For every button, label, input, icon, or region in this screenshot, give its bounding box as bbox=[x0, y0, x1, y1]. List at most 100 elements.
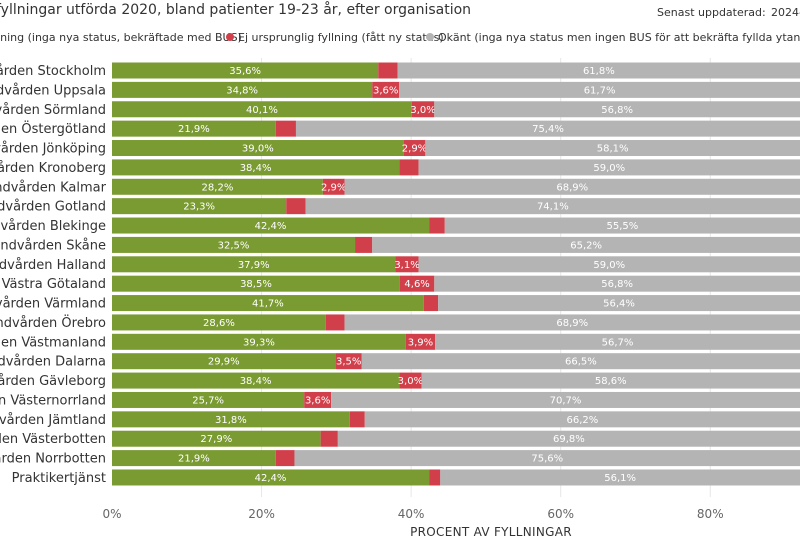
data-label: 31,8% bbox=[215, 415, 247, 426]
bar-segment-new-status bbox=[429, 217, 445, 234]
data-label: 59,0% bbox=[593, 260, 625, 271]
x-tick-label: 80% bbox=[697, 507, 724, 521]
bar-segment-new-status bbox=[322, 178, 345, 195]
bar-segment-confirmed bbox=[112, 198, 287, 215]
bar-segment-unknown bbox=[331, 391, 800, 408]
bar-segment-unknown bbox=[444, 217, 800, 234]
bar-segment-unknown bbox=[361, 353, 800, 370]
data-label: 65,2% bbox=[570, 240, 602, 251]
data-label: 58,6% bbox=[595, 376, 627, 387]
category-label: andvården Halland bbox=[0, 258, 106, 273]
bar-segment-unknown bbox=[421, 372, 800, 389]
bar-segment-new-status bbox=[355, 236, 373, 253]
bar-segment-confirmed bbox=[112, 295, 424, 312]
bar-segment-confirmed bbox=[112, 450, 276, 467]
data-label: 56,1% bbox=[604, 473, 636, 484]
category-label: ndvården Blekinge bbox=[0, 219, 106, 234]
data-label: 66,2% bbox=[566, 415, 598, 426]
data-label: 61,7% bbox=[584, 85, 616, 96]
bar-segment-new-status bbox=[399, 275, 435, 292]
legend-label-new-status: Ej ursprunglig fyllning (fått ny status) bbox=[238, 31, 444, 44]
legend-item-new-status[interactable]: Ej ursprunglig fyllning (fått ny status) bbox=[226, 31, 444, 44]
data-label: 74,1% bbox=[537, 202, 569, 213]
data-label: 3,5% bbox=[336, 357, 361, 368]
chart-legend: llning (inga nya status, bekräftade med … bbox=[0, 31, 800, 47]
data-label: 56,8% bbox=[601, 279, 633, 290]
data-label: 3,1% bbox=[394, 260, 419, 271]
bar-segment-unknown bbox=[295, 120, 800, 137]
bar-segment-confirmed bbox=[112, 372, 400, 389]
bar-segment-unknown bbox=[305, 198, 800, 215]
category-label: andvården Dalarna bbox=[0, 355, 106, 370]
legend-swatch-unknown bbox=[426, 33, 434, 41]
bar-segment-unknown bbox=[337, 430, 800, 447]
bar-segment-confirmed bbox=[112, 256, 396, 273]
bar-segment-unknown bbox=[418, 256, 800, 273]
category-label: vården Norrbotten bbox=[0, 452, 106, 467]
bar-segment-new-status bbox=[403, 140, 426, 157]
x-axis-title: PROCENT AV FYLLNINGAR bbox=[410, 525, 572, 539]
bar-segment-new-status bbox=[320, 430, 338, 447]
data-label: 56,7% bbox=[602, 337, 634, 348]
data-label: 42,4% bbox=[255, 221, 287, 232]
bar-segment-new-status bbox=[335, 353, 362, 370]
category-label: andvården Kalmar bbox=[0, 180, 107, 195]
x-tick-label: 40% bbox=[398, 507, 425, 521]
legend-item-confirmed[interactable]: llning (inga nya status, bekräftade med … bbox=[0, 31, 242, 44]
category-label: ndvården Jönköping bbox=[0, 142, 106, 157]
data-label: 59,0% bbox=[593, 163, 625, 174]
data-label: 28,6% bbox=[203, 318, 235, 329]
data-label: 38,4% bbox=[240, 376, 272, 387]
x-tick-label: 60% bbox=[547, 507, 574, 521]
data-label: 68,9% bbox=[556, 182, 588, 193]
data-label: 23,3% bbox=[183, 202, 215, 213]
data-label: 42,4% bbox=[255, 473, 287, 484]
category-label: rden Västerbotten bbox=[0, 432, 106, 447]
bar-segment-unknown bbox=[435, 333, 800, 350]
bar-segment-confirmed bbox=[112, 159, 400, 176]
bar-segment-confirmed bbox=[112, 178, 323, 195]
data-label: 35,6% bbox=[229, 66, 261, 77]
category-label: andvården Örebro bbox=[0, 314, 106, 331]
bar-segment-confirmed bbox=[112, 469, 430, 486]
x-tick-label: 20% bbox=[248, 507, 275, 521]
bar-segment-new-status bbox=[378, 62, 398, 79]
data-label: 2,9% bbox=[321, 182, 346, 193]
data-label: 55,5% bbox=[607, 221, 639, 232]
bar-segment-unknown bbox=[438, 295, 800, 312]
category-label: andvården Jämtland bbox=[0, 413, 106, 428]
data-label: 25,7% bbox=[192, 395, 224, 406]
bar-segment-new-status bbox=[349, 411, 365, 428]
data-label: 61,8% bbox=[583, 66, 615, 77]
category-label: rden Östergötland bbox=[0, 120, 106, 137]
bar-segment-new-status bbox=[372, 81, 400, 98]
bar-segment-new-status bbox=[304, 391, 332, 408]
data-label: 3,0% bbox=[398, 376, 423, 387]
bar-segment-confirmed bbox=[112, 120, 276, 137]
legend-label-confirmed: llning (inga nya status, bekräftade med … bbox=[0, 31, 242, 44]
bar-segment-new-status bbox=[275, 450, 295, 467]
bar-segment-confirmed bbox=[112, 430, 321, 447]
data-label: 27,9% bbox=[200, 434, 232, 445]
category-label: andvården Uppsala bbox=[0, 83, 106, 98]
data-label: 37,9% bbox=[238, 260, 270, 271]
legend-item-unknown[interactable]: Okänt (inga nya status men ingen BUS för… bbox=[426, 31, 800, 44]
category-label: Praktikertjänst bbox=[12, 471, 106, 486]
data-label: 68,9% bbox=[556, 318, 588, 329]
bar-segment-confirmed bbox=[112, 275, 400, 292]
bar-segment-unknown bbox=[425, 140, 800, 157]
bar-segment-unknown bbox=[434, 275, 800, 292]
category-label: vården Stockholm bbox=[0, 64, 106, 79]
category-label: tandvården Skåne bbox=[0, 238, 106, 253]
data-label: 32,5% bbox=[218, 240, 250, 251]
category-label: ndvården Gävleborg bbox=[0, 374, 106, 389]
category-label: rden Västmanland bbox=[0, 335, 106, 350]
last-updated-value: 2024-0 bbox=[771, 6, 800, 19]
bar-segment-confirmed bbox=[112, 101, 412, 118]
bar-segment-unknown bbox=[434, 101, 800, 118]
data-label: 3,6% bbox=[373, 85, 398, 96]
legend-label-unknown: Okänt (inga nya status men ingen BUS för… bbox=[438, 31, 800, 44]
data-label: 2,9% bbox=[402, 144, 427, 155]
bar-segment-unknown bbox=[372, 236, 800, 253]
